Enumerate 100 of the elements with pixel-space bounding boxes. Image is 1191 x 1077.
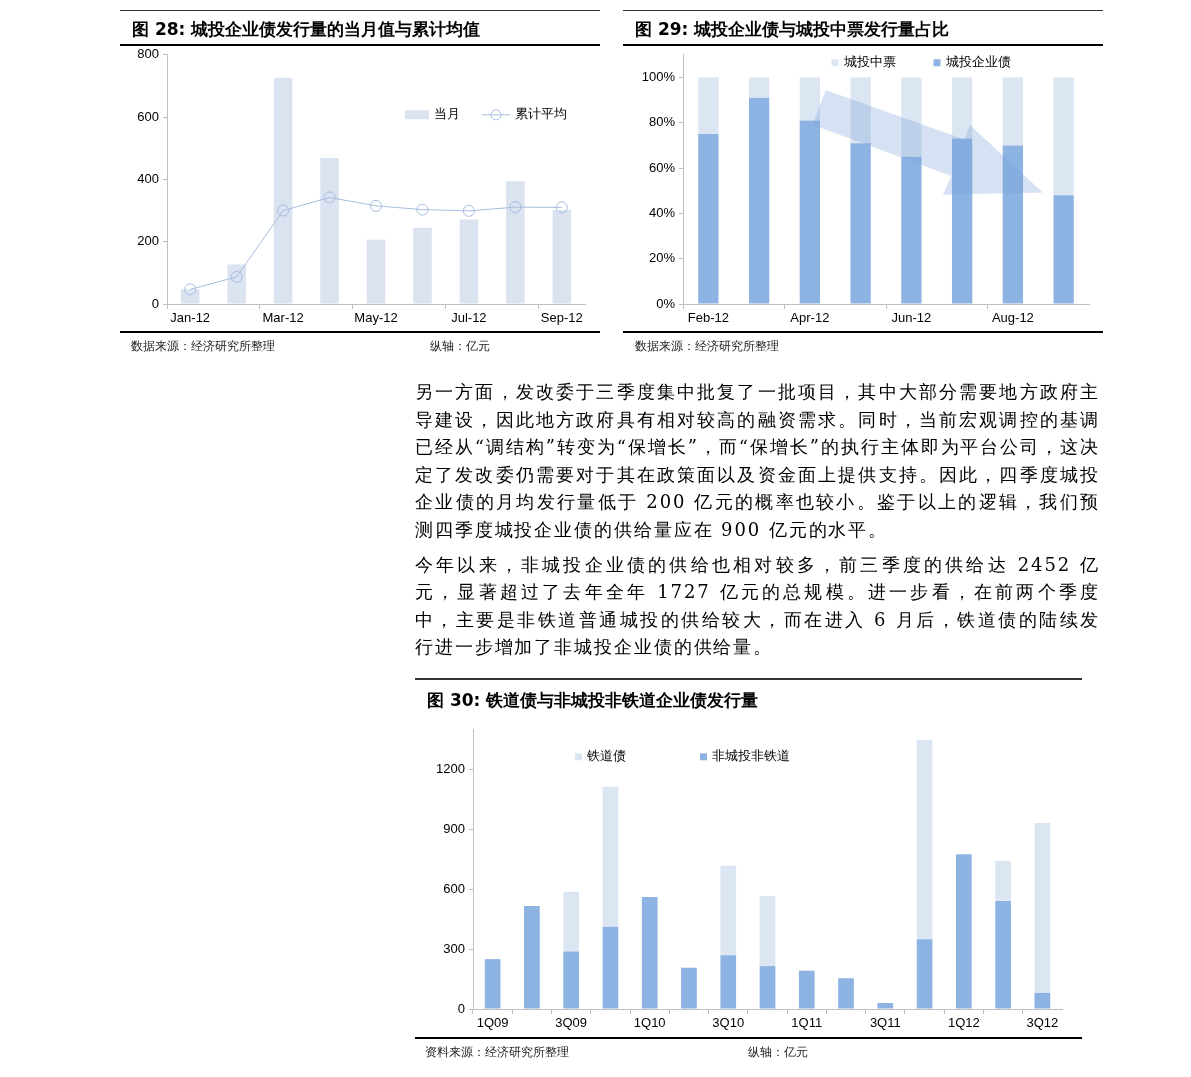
y-tick-label: 20% — [648, 250, 676, 266]
y-tick-label: 200 — [137, 233, 159, 249]
x-tick-label: 1Q10 — [633, 1015, 666, 1031]
bar — [799, 77, 821, 121]
legend-label: 城投中票 — [842, 54, 896, 70]
x-tick-label: 1Q12 — [947, 1015, 980, 1031]
y-tick-label: 0 — [151, 295, 159, 311]
text: 资料来源：经济研究所整理 — [425, 1044, 569, 1061]
bar — [602, 786, 619, 927]
x-tick-label: 1Q09 — [476, 1015, 509, 1031]
bar — [1002, 145, 1024, 304]
bar — [320, 157, 339, 304]
legend-label: 当月 — [434, 106, 460, 122]
bar — [1053, 195, 1074, 304]
bar — [698, 134, 719, 304]
point — [230, 270, 243, 283]
bar — [1053, 77, 1074, 196]
bar — [720, 955, 737, 1009]
y-tick-label: 80% — [648, 114, 676, 130]
bar — [748, 77, 770, 98]
point — [555, 201, 568, 214]
point — [370, 199, 382, 212]
bar — [955, 854, 972, 1009]
bar — [799, 120, 821, 304]
source-note: 数据来源：经济研究所整理 — [131, 338, 275, 355]
bar — [901, 156, 922, 304]
bar — [1034, 992, 1051, 1009]
y-tick-label: 1200 — [436, 761, 465, 777]
x-tick-label: Feb-12 — [687, 310, 729, 326]
bar — [916, 739, 933, 940]
x-tick-label: 3Q11 — [869, 1015, 901, 1031]
bar — [552, 209, 572, 304]
y-tick-label: 60% — [648, 159, 676, 175]
bar — [877, 1003, 894, 1009]
bar — [850, 143, 871, 304]
bar — [720, 865, 737, 956]
bar — [273, 77, 293, 304]
bar — [759, 966, 776, 1009]
bar — [484, 959, 501, 1009]
chart-title: 图 28: 城投企业债发行量的当月值与累计均值 — [120, 10, 600, 46]
x-tick-label: 3Q10 — [712, 1015, 745, 1031]
bar — [641, 896, 658, 1009]
bar — [681, 967, 697, 1009]
bar — [180, 289, 200, 304]
text: 纵轴：亿元 — [430, 338, 490, 355]
legend-label: 非城投非铁道 — [712, 748, 790, 764]
bar — [413, 227, 432, 304]
bar — [524, 905, 540, 1009]
bar — [563, 891, 580, 952]
source-note: 数据来源：经济研究所整理 — [635, 338, 779, 355]
x-tick-label: May-12 — [354, 310, 398, 326]
bar — [1002, 77, 1024, 146]
bar — [459, 219, 479, 304]
point — [509, 201, 522, 214]
y-tick-label: 400 — [137, 170, 159, 186]
x-tick-label: Mar-12 — [262, 310, 304, 326]
x-tick-label: Aug-12 — [991, 310, 1034, 326]
text: 今年以来，非城投企业债的供给也相对较多，前三季度的供给达 2452 亿元，显著超过了去年全年 1727 亿元的总规模。进一步看，在前两个季度中，主要是非铁道普通城投的供给较大，而在进入 6 月后，铁道债的陆续发行进一步增加了非城投企业债的供给量。 — [415, 552, 1100, 660]
x-tick-label: Jan-12 — [170, 310, 211, 326]
bar — [748, 97, 770, 304]
bar — [951, 138, 973, 304]
point — [323, 191, 336, 204]
bar — [227, 264, 246, 304]
y-tick-label: 100% — [641, 69, 676, 85]
y-tick-label: 800 — [137, 46, 159, 62]
y-tick-label: 0% — [656, 295, 676, 311]
bar — [506, 181, 525, 304]
point — [277, 204, 290, 217]
bar — [995, 860, 1011, 901]
x-tick-label: Sep-12 — [540, 310, 583, 326]
x-tick-label: Apr-12 — [790, 310, 830, 326]
text: 另一方面，发改委于三季度集中批复了一批项目，其中大部分需要地方政府主导建设，因此地方政府具有相对较高的融资需求。同时，当前宏观调控的基调已经从“调结构”转变为“保增长”，而“保增长”的执行主体即为平台公司，这决定了发改委仍需要对于其在政策面以及资金面上提供支持。因此，四季度城投企业债的月均发行量低于 200 亿元的概率也较小。鉴于以上的逻辑，我们预测四季度城投企业债的供给量应在 900 亿元的水平。 — [415, 380, 1100, 542]
bar — [850, 77, 871, 144]
point — [184, 283, 197, 296]
bar — [563, 951, 580, 1009]
y-tick-label: 900 — [443, 821, 465, 837]
y-tick-label: 300 — [443, 940, 465, 956]
chart-title: 图 29: 城投企业债与城投中票发行量占比 — [623, 10, 1103, 46]
bar — [995, 900, 1011, 1009]
x-tick-label: 1Q11 — [791, 1015, 823, 1031]
y-tick-label: 0 — [457, 1000, 465, 1016]
bar — [366, 239, 386, 304]
x-tick-label: Jul-12 — [451, 310, 487, 326]
legend-label: 城投企业债 — [944, 54, 1011, 70]
legend-label: 累计平均 — [515, 106, 567, 122]
bar — [602, 926, 619, 1009]
bar — [951, 77, 973, 139]
bar — [1034, 822, 1051, 993]
legend-label: 铁道债 — [586, 748, 626, 764]
y-tick-label: 40% — [648, 204, 676, 220]
bar — [838, 978, 854, 1009]
chart-title: 图 30: 铁道债与非城投非铁道企业债发行量 — [415, 678, 1082, 718]
x-tick-label: 3Q12 — [1026, 1015, 1059, 1031]
x-tick-label: Jun-12 — [891, 310, 932, 326]
bar — [759, 895, 776, 967]
text: 纵轴：亿元 — [748, 1044, 808, 1061]
y-tick-label: 600 — [443, 880, 465, 896]
point — [416, 203, 429, 216]
x-tick-label: 3Q09 — [555, 1015, 588, 1031]
point — [462, 204, 475, 217]
